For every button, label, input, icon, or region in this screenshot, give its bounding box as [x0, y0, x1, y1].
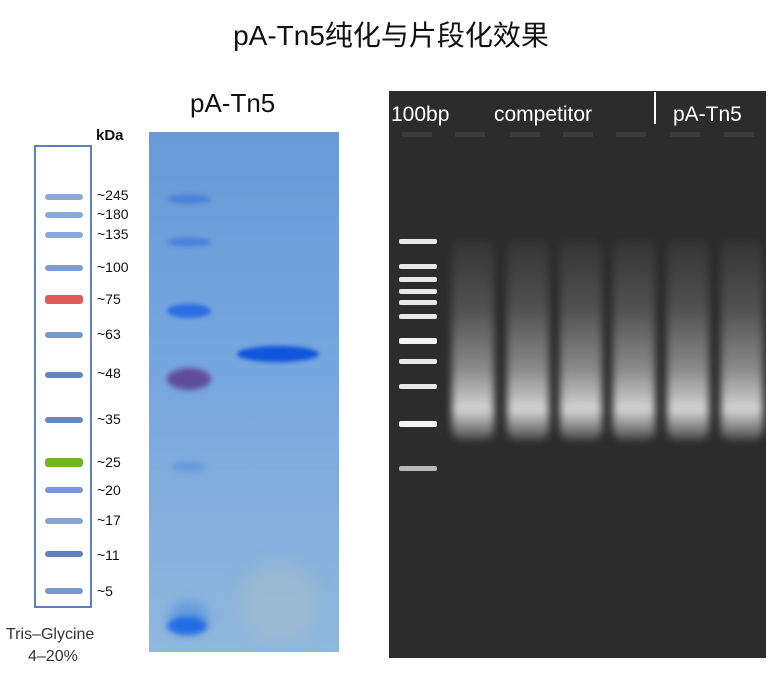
- marker-label-63: ~63: [97, 326, 121, 342]
- gel-well: [510, 132, 540, 137]
- dna-ladder-band: [399, 314, 437, 319]
- marker-label-11: ~11: [97, 547, 120, 563]
- gel-caption: Tris–Glycine 4–20%: [6, 624, 126, 668]
- dna-ladder-band: [399, 384, 437, 389]
- ladder-band-135: [45, 232, 83, 238]
- marker-label-48: ~48: [97, 365, 121, 381]
- gel-marker-band: [167, 194, 211, 204]
- gel-well: [402, 132, 432, 137]
- gel-well: [563, 132, 593, 137]
- lane-label-patn5: pA-Tn5: [673, 103, 742, 126]
- ladder-band-180: [45, 212, 83, 218]
- ladder-band-35: [45, 417, 83, 423]
- dna-ladder-band: [399, 338, 437, 344]
- gel-smear: [239, 562, 319, 642]
- marker-label-180: ~180: [97, 206, 129, 222]
- ladder-band-20: [45, 487, 83, 493]
- dna-ladder-band: [399, 239, 437, 244]
- dna-ladder-band: [399, 359, 437, 364]
- lane-label-competitor: competitor: [494, 103, 593, 126]
- lane-group-divider: [654, 92, 656, 124]
- figure-title: pA-Tn5纯化与片段化效果: [233, 20, 549, 51]
- gel-caption-line1: Tris–Glycine: [6, 626, 95, 643]
- ladder-band-63: [45, 332, 83, 338]
- dna-ladder-band: [399, 466, 437, 471]
- dna-smear-lane: [613, 240, 655, 440]
- gel-well: [724, 132, 754, 137]
- ladder-band-25: [45, 458, 83, 467]
- gel-well: [455, 132, 485, 137]
- dna-ladder-band: [399, 421, 437, 427]
- ladder-band-245: [45, 194, 83, 200]
- ladder-band-17: [45, 518, 83, 524]
- dna-ladder-band: [399, 300, 437, 305]
- ladder-band-5: [45, 588, 83, 594]
- protein-gel-label: pA-Tn5: [190, 88, 276, 118]
- dna-smear-lane: [507, 240, 549, 440]
- ladder-band-75: [45, 295, 83, 304]
- marker-label-135: ~135: [97, 226, 129, 242]
- protein-target-band: [237, 346, 319, 362]
- marker-label-100: ~100: [97, 259, 129, 275]
- gel-well: [670, 132, 700, 137]
- ladder-lane: [34, 145, 92, 608]
- marker-label-20: ~20: [97, 482, 121, 498]
- dna-smear-lane: [560, 240, 602, 440]
- ladder-band-100: [45, 265, 83, 271]
- dna-ladder-band: [399, 264, 437, 269]
- coomassie-gel-image: [149, 132, 339, 652]
- marker-label-17: ~17: [97, 512, 121, 528]
- dna-ladder-band: [399, 277, 437, 282]
- marker-label-35: ~35: [97, 411, 121, 427]
- gel-marker-band: [171, 462, 207, 472]
- ladder-band-11: [45, 551, 83, 557]
- marker-label-75: ~75: [97, 291, 121, 307]
- marker-label-5: ~5: [97, 583, 113, 599]
- gel-caption-line2: 4–20%: [28, 648, 78, 665]
- dna-smear-lane: [721, 240, 763, 440]
- dna-smear-lane: [452, 240, 494, 440]
- marker-label-245: ~245: [97, 187, 129, 203]
- lane-label-marker: 100bp: [391, 103, 450, 126]
- gel-marker-band: [167, 237, 211, 247]
- ladder-band-48: [45, 372, 83, 378]
- gel-marker-band: [167, 368, 211, 390]
- gel-marker-band: [167, 304, 211, 318]
- gel-marker-band: [167, 617, 207, 635]
- dna-smear-lane: [667, 240, 709, 440]
- dna-ladder-band: [399, 289, 437, 294]
- marker-label-25: ~25: [97, 454, 121, 470]
- ladder-unit-label: kDa: [96, 127, 124, 144]
- gel-well: [616, 132, 646, 137]
